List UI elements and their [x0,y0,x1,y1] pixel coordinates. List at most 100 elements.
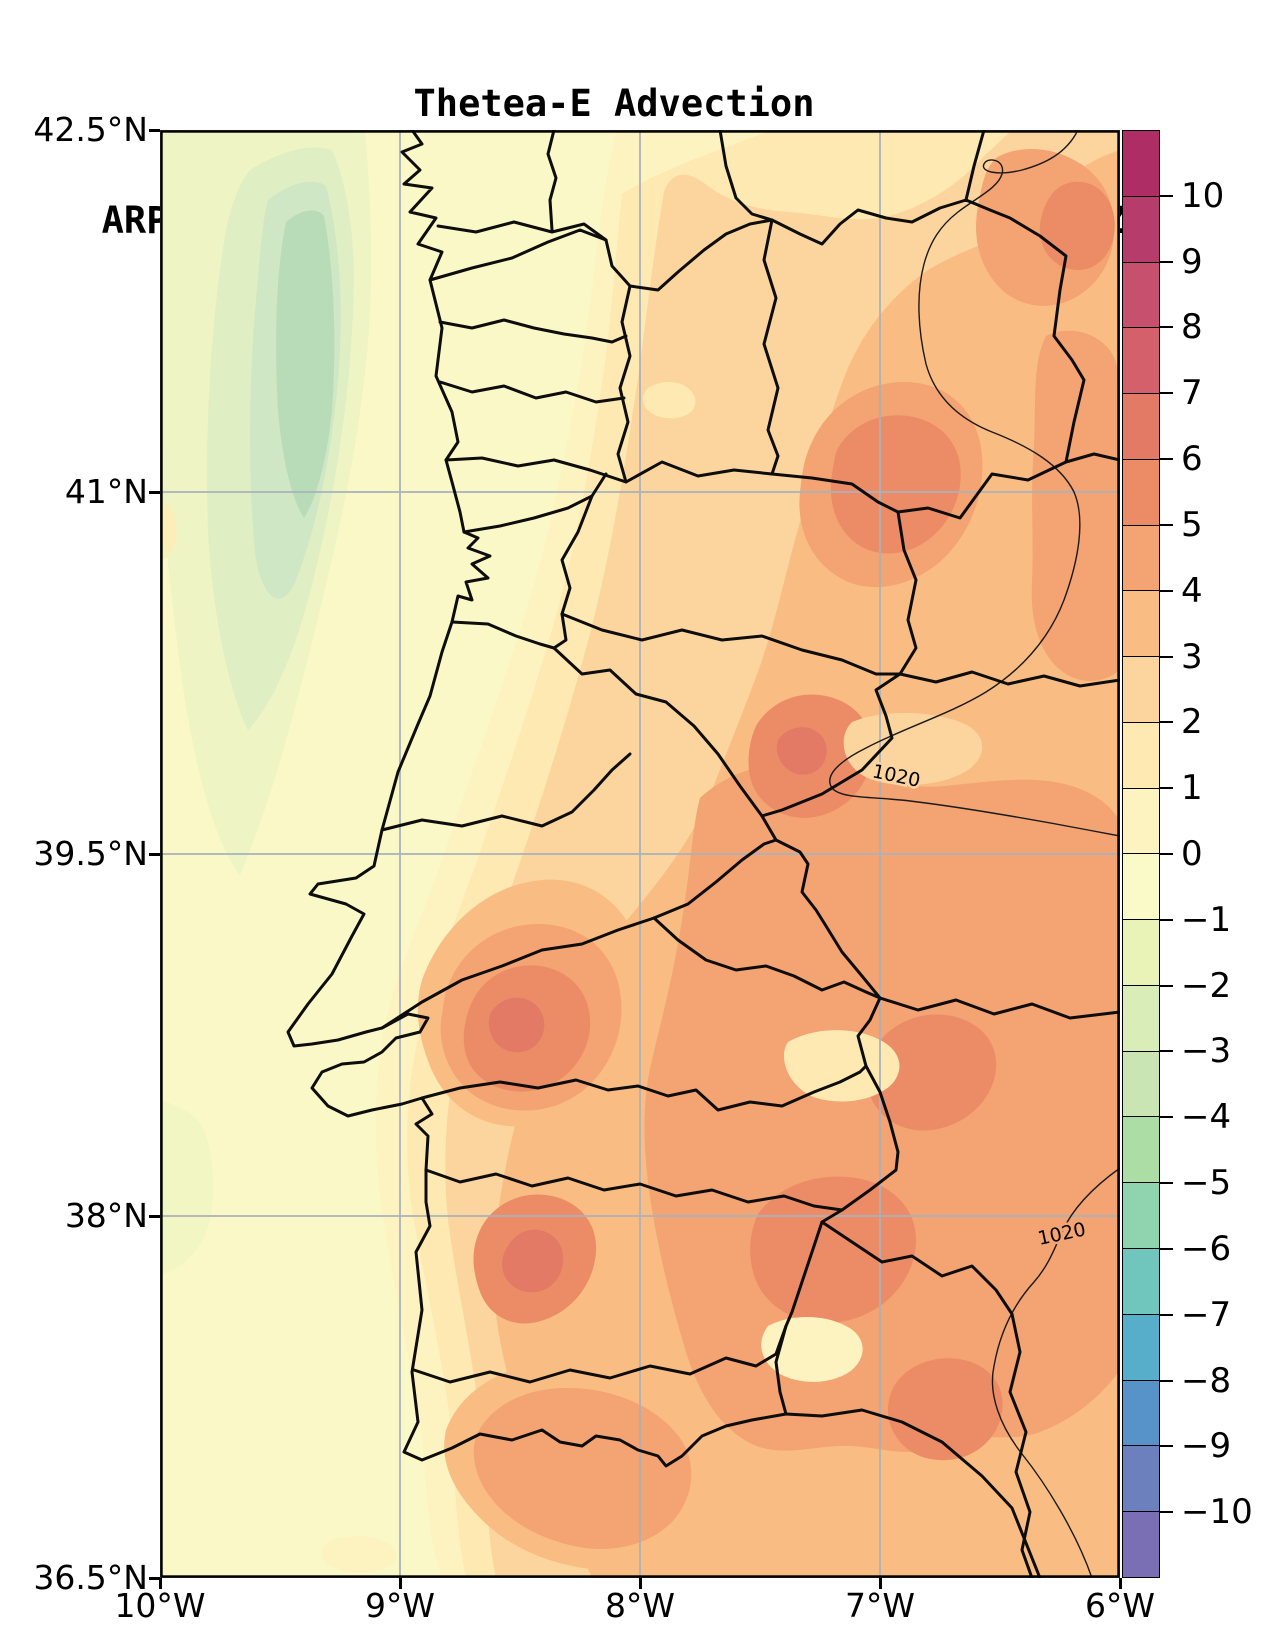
field-green-strip-west [160,1100,214,1276]
colorbar-tick-label: −2 [1181,965,1232,1006]
field-cream-blob-sw [321,1536,397,1573]
y-tick-label: 42.5°N [33,110,148,149]
graticule [160,130,1120,1578]
y-tick-label: 38°N [64,1196,148,1235]
colorbar-tick-label: 3 [1181,636,1203,677]
colorbar-tick-mark [1160,458,1173,461]
province-border-badajoz-huelva [820,1220,1034,1578]
field-pale-pocket-south [761,1317,863,1382]
y-tick-mark [149,128,160,132]
colorbar-tick-label: 9 [1181,241,1203,282]
district-border-guarda-castelobranco [560,612,902,676]
field-pale-pocket-north [642,382,696,419]
colorbar-tick-mark [1160,260,1173,263]
advection-map: 1020 1020 [160,130,1120,1578]
district-border-douro [444,456,900,514]
district-border-evora-beja [424,1168,844,1212]
colorbar-band--4--3 [1123,1050,1159,1117]
field-band-4-5-east-edge [1031,330,1120,682]
colorbar-tick-label: −1 [1181,899,1232,940]
isobar-1020-south [991,1167,1120,1578]
province-border-zamora-salamanca [1064,452,1120,464]
x-tick-mark [638,1578,642,1589]
province-border-zamora-leon [964,130,986,202]
district-border-vilareal-west [616,284,632,484]
colorbar-band-1-2 [1123,721,1159,788]
colorbar-band--11--10 [1123,1511,1159,1577]
colorbar-tick-mark [1160,1445,1173,1448]
colorbar-tick-mark [1160,1050,1173,1053]
x-tick-mark [1118,1578,1122,1589]
y-tick-label: 39.5°N [33,834,148,873]
district-border-aveiro-viseu [462,472,608,534]
field-pale-pocket-evora [783,1030,900,1102]
x-tick-mark [398,1578,402,1589]
x-tick-label: 6°W [1084,1586,1156,1625]
axes-spine [160,130,1120,1578]
colorbar-tick-label: 7 [1181,373,1203,414]
colorbar [1122,130,1160,1578]
y-tick-mark [149,852,160,856]
y-tick-mark [149,1576,160,1580]
colorbar-tick-label: −4 [1181,1097,1232,1138]
colorbar-tick-mark [1160,589,1173,592]
colorbar-band--10--9 [1123,1445,1159,1512]
field-band-5-6-southeast [750,1176,916,1323]
colorbar-band-5-6 [1123,458,1159,525]
colorbar-band--8--7 [1123,1313,1159,1380]
colorbar-band-2-3 [1123,656,1159,722]
province-border-salamanca-caceres [898,670,1120,688]
field-band-6-7-beja [502,1229,564,1293]
colorbar-tick-label: −5 [1181,1163,1232,1204]
field-warm-notch-west [160,500,177,560]
colorbar-tick-mark [1160,984,1173,987]
district-border-viana-braga [438,318,628,344]
field-band-m4-teal [276,210,335,518]
field-band-5-6-huelva [887,1358,1003,1461]
colorbar-tick-label: 1 [1181,768,1203,809]
district-border-setubal-evora [420,1064,868,1112]
colorbar-tick-mark [1160,1247,1173,1250]
district-border-portalegre-evora [652,916,882,1000]
colorbar-band--6--5 [1123,1182,1159,1249]
colorbar-tick-label: 5 [1181,504,1203,545]
district-border-tagus [380,838,778,1030]
colorbar-tick-mark [1160,655,1173,658]
colorbar-band--5--4 [1123,1116,1159,1183]
field-band-6-7-central [776,727,827,775]
colorbar-tick-label: 4 [1181,570,1203,611]
colorbar-tick-label: −9 [1181,1426,1232,1467]
x-tick-mark [158,1578,162,1589]
colorbar-band-6-7 [1123,393,1159,459]
colorbar-tick-mark [1160,853,1173,855]
y-tick-label: 36.5°N [33,1558,148,1597]
field-band-4-5-algarve [473,1387,692,1549]
colorbar-tick-label: −8 [1181,1360,1232,1401]
colorbar-tick-label: 2 [1181,702,1203,743]
field-band-5-6-ne-corner [1039,181,1115,270]
colorbar-tick-label: 10 [1181,175,1225,216]
province-border-galicia-coast [546,130,558,232]
colorbar-tick-mark [1160,1379,1173,1382]
colorbar-tick-label: −3 [1181,1031,1232,1072]
district-border-braga-porto [438,380,626,404]
colorbar-band-8-9 [1123,261,1159,328]
district-border-leiria-santarem [380,752,632,832]
colorbar-band-4-5 [1123,524,1159,591]
province-border-caceres-badajoz [878,996,1120,1020]
y-tick-label: 41°N [64,472,148,511]
admin-boundaries [286,130,1120,1578]
y-tick-mark [149,490,160,494]
colorbar-band--3--2 [1123,984,1159,1051]
colorbar-tick-mark [1160,1511,1173,1514]
colorbar-tick-mark [1160,1182,1173,1185]
colorbar-tick-mark [1160,1313,1173,1316]
colorbar-tick-mark [1160,918,1173,921]
district-border-beja-algarve [412,1324,788,1384]
x-tick-label: 10°W [114,1586,206,1625]
portugal-spain-border [428,198,1086,1416]
colorbar-band--2--1 [1123,919,1159,985]
district-border-coimbra-castelobranco [552,646,764,818]
colorbar-tick-label: −10 [1181,1492,1253,1533]
field-band-6-7-lisbon [488,997,545,1053]
